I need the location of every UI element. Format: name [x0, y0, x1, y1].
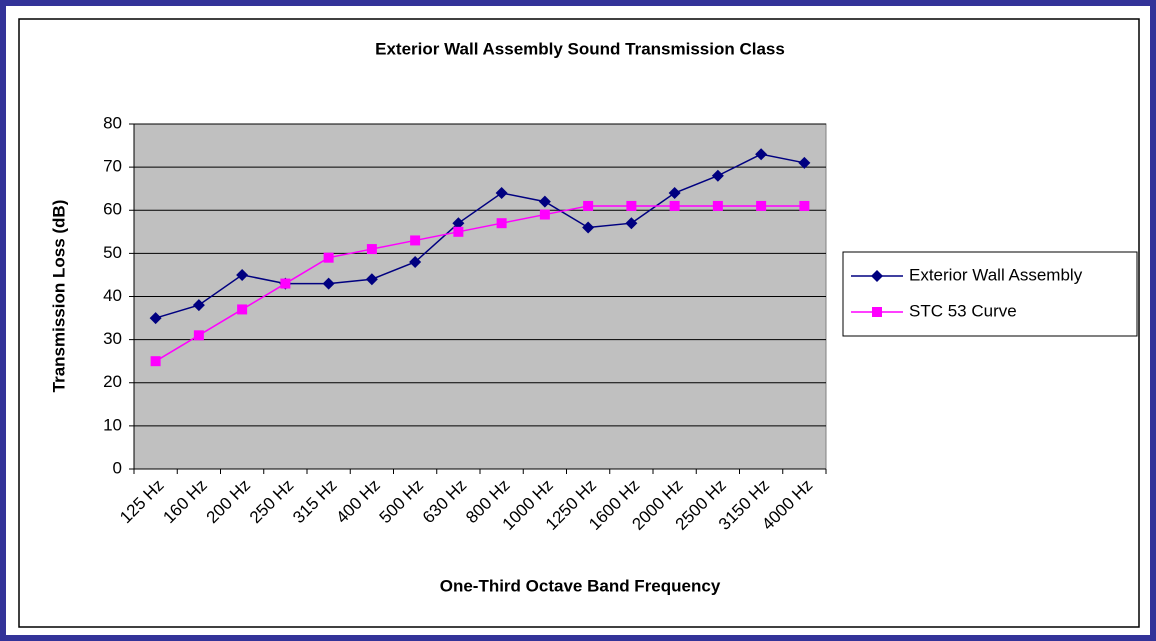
data-point — [365, 273, 378, 286]
legend-marker — [872, 307, 882, 317]
data-point — [150, 356, 161, 367]
data-point — [453, 226, 464, 237]
data-point — [582, 221, 595, 234]
data-point — [583, 200, 594, 211]
data-point — [366, 244, 377, 255]
y-axis-label: Transmission Loss (dB) — [49, 200, 68, 393]
chart-title: Exterior Wall Assembly Sound Transmissio… — [375, 39, 785, 58]
data-point — [237, 304, 248, 315]
x-axis-label: One-Third Octave Band Frequency — [440, 576, 721, 595]
data-point — [409, 256, 422, 268]
data-point — [149, 312, 162, 325]
y-tick-label: 60 — [103, 200, 122, 219]
data-point — [322, 277, 335, 290]
y-tick-label: 10 — [103, 415, 122, 434]
data-point — [669, 200, 680, 211]
data-point — [755, 148, 768, 161]
data-point — [625, 217, 638, 230]
legend-marker — [871, 270, 883, 282]
series-line — [155, 153, 805, 319]
data-point — [410, 235, 421, 246]
data-point — [280, 278, 291, 289]
data-point — [799, 200, 810, 211]
data-point — [756, 200, 767, 211]
data-point — [496, 218, 507, 229]
y-tick-label: 0 — [113, 458, 122, 477]
data-point — [193, 330, 204, 341]
data-point — [538, 195, 551, 208]
data-point — [711, 169, 724, 182]
data-point — [323, 252, 334, 263]
data-point — [626, 200, 637, 211]
data-point — [798, 156, 811, 169]
y-tick-label: 30 — [103, 329, 122, 348]
data-point — [236, 268, 249, 281]
data-point — [539, 209, 550, 220]
legend-box — [842, 251, 1138, 337]
data-point — [712, 200, 723, 211]
data-point — [495, 187, 508, 199]
series-line — [155, 205, 805, 362]
data-point — [452, 217, 465, 230]
legend-label: Exterior Wall Assembly — [909, 265, 1083, 284]
y-tick-label: 20 — [103, 372, 122, 391]
y-tick-label: 80 — [103, 113, 122, 132]
y-tick-label: 70 — [103, 157, 122, 176]
data-point — [668, 187, 681, 199]
y-tick-label: 40 — [103, 286, 122, 305]
legend-label: STC 53 Curve — [909, 301, 1017, 320]
data-point — [192, 299, 205, 312]
y-tick-label: 50 — [103, 243, 122, 262]
